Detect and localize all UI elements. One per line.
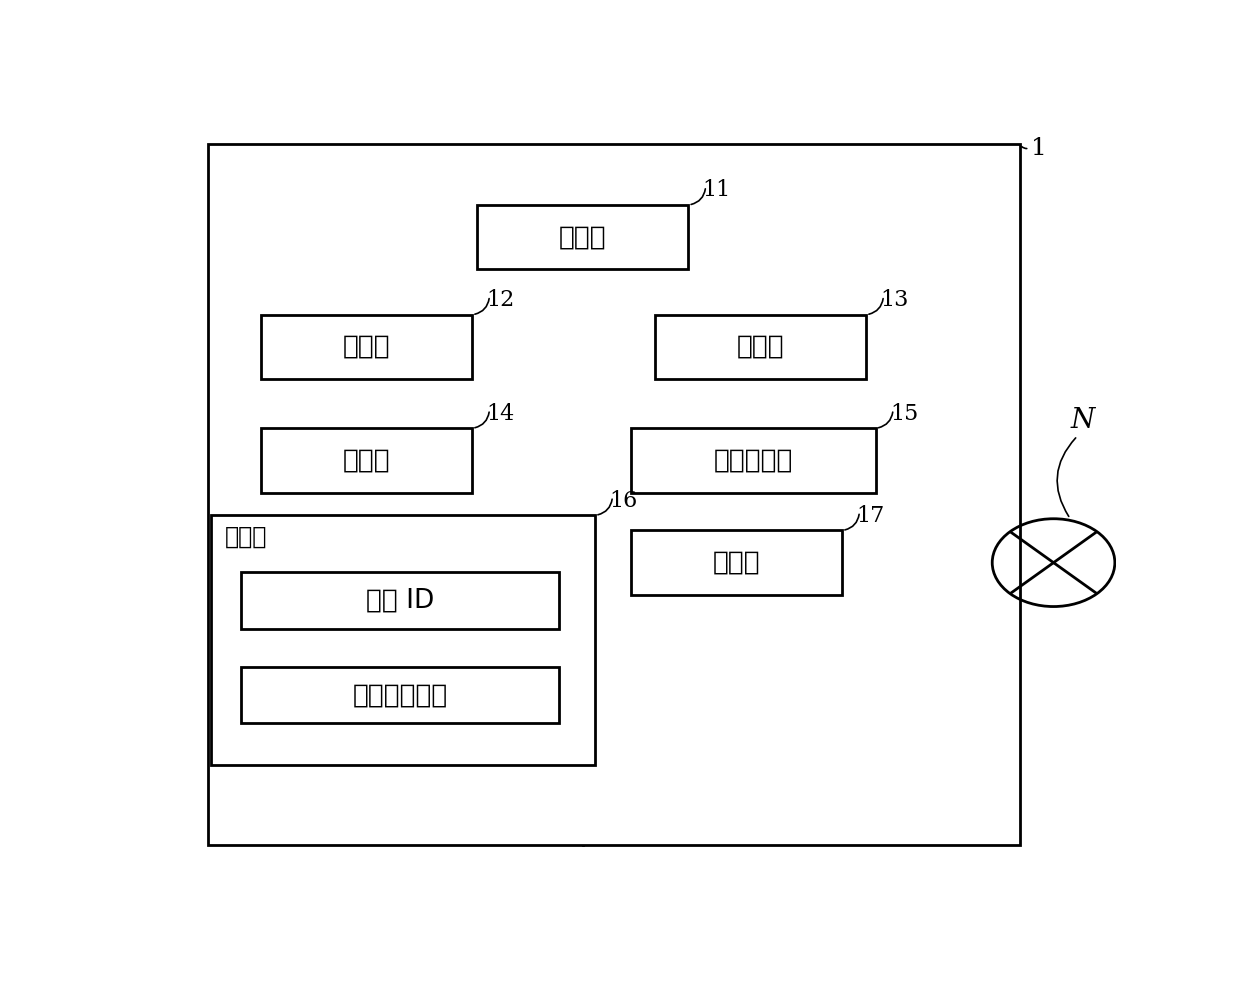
Bar xyxy=(477,205,688,269)
Text: 操作部: 操作部 xyxy=(737,334,784,360)
Text: 16: 16 xyxy=(610,490,637,511)
Text: 1: 1 xyxy=(1032,137,1047,160)
Bar xyxy=(242,666,559,723)
Text: 通信部: 通信部 xyxy=(713,549,760,576)
Bar xyxy=(260,315,472,379)
Text: 15: 15 xyxy=(890,402,919,425)
Bar xyxy=(631,429,875,492)
Bar xyxy=(655,315,866,379)
Text: 显示部: 显示部 xyxy=(342,334,391,360)
Text: 12: 12 xyxy=(486,289,515,311)
Text: 控制部: 控制部 xyxy=(559,224,606,250)
Text: 存储部: 存储部 xyxy=(226,524,268,549)
Text: 17: 17 xyxy=(857,504,885,527)
Bar xyxy=(260,429,472,492)
Text: 图像形成部: 图像形成部 xyxy=(713,447,792,474)
Text: 设定项目信息: 设定项目信息 xyxy=(352,682,448,708)
Bar xyxy=(211,515,595,765)
Bar xyxy=(631,531,842,595)
Text: N: N xyxy=(1070,407,1095,434)
Text: 13: 13 xyxy=(880,289,909,311)
Text: 分析部: 分析部 xyxy=(342,447,391,474)
Bar xyxy=(208,145,1019,844)
Text: 11: 11 xyxy=(703,179,732,202)
Text: 装置 ID: 装置 ID xyxy=(366,588,434,613)
Bar xyxy=(242,572,559,629)
Text: 14: 14 xyxy=(486,402,515,425)
